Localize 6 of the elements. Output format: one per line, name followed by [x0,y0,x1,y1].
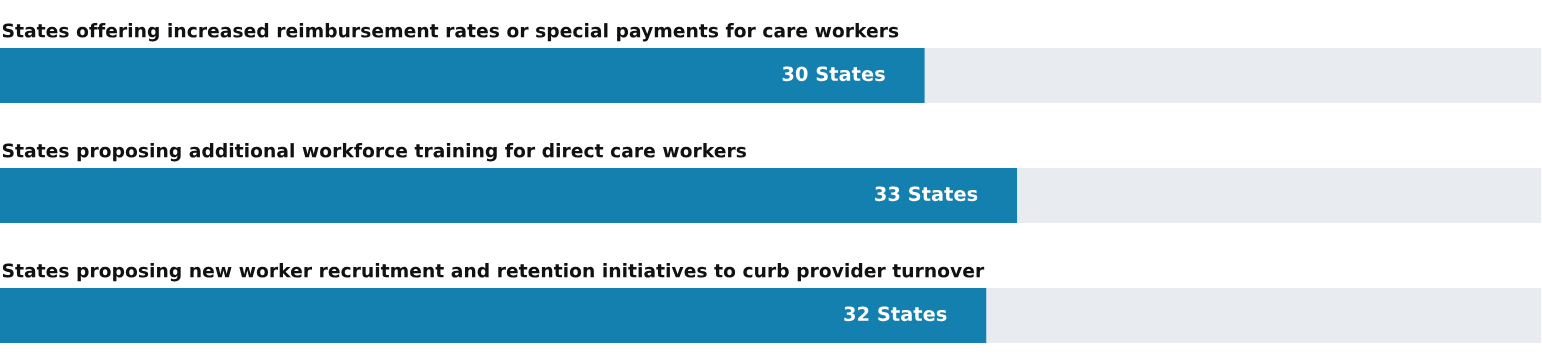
y-tick-label: States proposing new worker recruitment and retention initiatives to curb provider turnover [2,263,985,282]
data-label: 30 States [782,66,885,82]
y-tick-label: States proposing additional workforce training for direct care workers [2,143,746,162]
data-label: 33 States [875,186,978,202]
data-label: 32 States [844,306,947,322]
y-tick-label: States offering increased reimbursement rates or special payments for care workers [2,23,899,42]
